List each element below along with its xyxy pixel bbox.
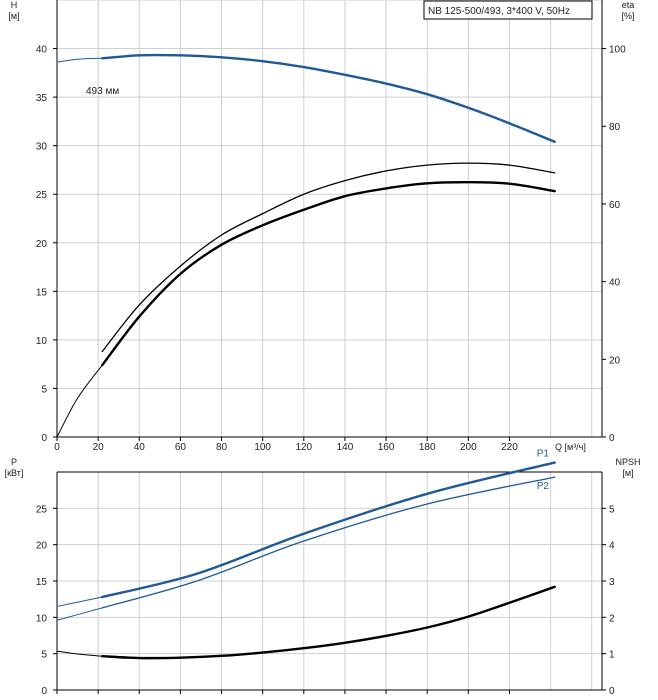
x-tick-label: 160: [378, 442, 395, 453]
x-tick-label: 40: [134, 442, 146, 453]
right-tick-label: 1: [609, 650, 615, 661]
left-axis-unit: [кВт]: [5, 468, 24, 478]
left-tick-label: 15: [36, 577, 48, 588]
bottom-panel: 0 5 10 15 20 25 0 1 2 3 4 5 P[кВт] NPSH[м] P1 P2: [5, 449, 641, 697]
right-tick-label: 60: [609, 200, 621, 211]
series-npsh: [101, 585, 556, 660]
left-tick-label: 5: [41, 650, 47, 661]
right-tick-label: 0: [609, 686, 615, 697]
left-tick-label: 25: [36, 504, 48, 515]
left-axis-title: P: [11, 457, 17, 467]
left-tick-label: 40: [36, 45, 48, 56]
series-npsh-ext: [56, 650, 103, 657]
x-axis-title: Q [м³/ч]: [555, 442, 586, 452]
x-tick-label: 60: [175, 442, 187, 453]
series-p1: [101, 461, 556, 599]
right-tick-label: 100: [609, 45, 626, 56]
left-tick-label: 10: [36, 336, 48, 347]
left-tick-label: 20: [36, 541, 48, 552]
x-tick-label: 200: [460, 442, 477, 453]
x-tick-label: 180: [419, 442, 436, 453]
series-label-p1: P1: [537, 449, 550, 460]
series-h-ext: [56, 57, 103, 63]
series-eta-thin: [101, 162, 556, 353]
right-tick-label: 5: [609, 504, 615, 515]
x-tick-label: 120: [295, 442, 312, 453]
right-axis-title: NPSH: [615, 457, 640, 467]
series-p2: [101, 476, 556, 609]
x-tick-label: 20: [93, 442, 105, 453]
right-tick-label: 0: [609, 433, 615, 444]
title-box: NB 125-500/493, 3*400 V, 50Hz: [423, 0, 593, 20]
series-p2-ext: [56, 607, 103, 621]
right-tick-label: 40: [609, 278, 621, 289]
x-tick-label: 80: [216, 442, 228, 453]
left-tick-label: 35: [36, 93, 48, 104]
left-tick-label: 15: [36, 287, 48, 298]
top-panel: 0 5 10 15 20 25 30 35 40 0 20 40 60 80 100 0 20 40 60 80 100…: [8, 0, 635, 453]
right-tick-label: 20: [609, 355, 621, 366]
right-axis-unit: [%]: [621, 11, 634, 21]
right-tick-label: 2: [609, 613, 615, 624]
left-axis-unit: [м]: [8, 11, 19, 21]
series-eta-thick: [101, 180, 556, 367]
x-tick-label: 140: [337, 442, 354, 453]
left-tick-label: 30: [36, 142, 48, 153]
left-tick-label: 0: [41, 433, 47, 444]
series-label-p2: P2: [537, 481, 550, 492]
left-tick-label: 25: [36, 190, 48, 201]
right-tick-label: 4: [609, 541, 615, 552]
left-axis-title: H: [11, 0, 18, 10]
right-axis-title: eta: [622, 0, 635, 10]
left-tick-label: 20: [36, 239, 48, 250]
left-tick-label: 0: [41, 686, 47, 697]
right-tick-label: 80: [609, 122, 621, 133]
x-tick-label: 100: [254, 442, 271, 453]
x-tick-label: 0: [54, 442, 60, 453]
series-h: [101, 53, 556, 143]
x-tick-label: 220: [501, 442, 518, 453]
series-p1-ext: [56, 596, 103, 607]
series-eta-ext: [56, 364, 103, 438]
right-tick-label: 3: [609, 577, 615, 588]
left-tick-label: 5: [41, 384, 47, 395]
title-text: NB 125-500/493, 3*400 V, 50Hz: [428, 6, 570, 17]
left-tick-label: 10: [36, 613, 48, 624]
right-axis-unit: [м]: [622, 468, 633, 478]
impeller-diameter-label: 493 мм: [86, 86, 119, 97]
